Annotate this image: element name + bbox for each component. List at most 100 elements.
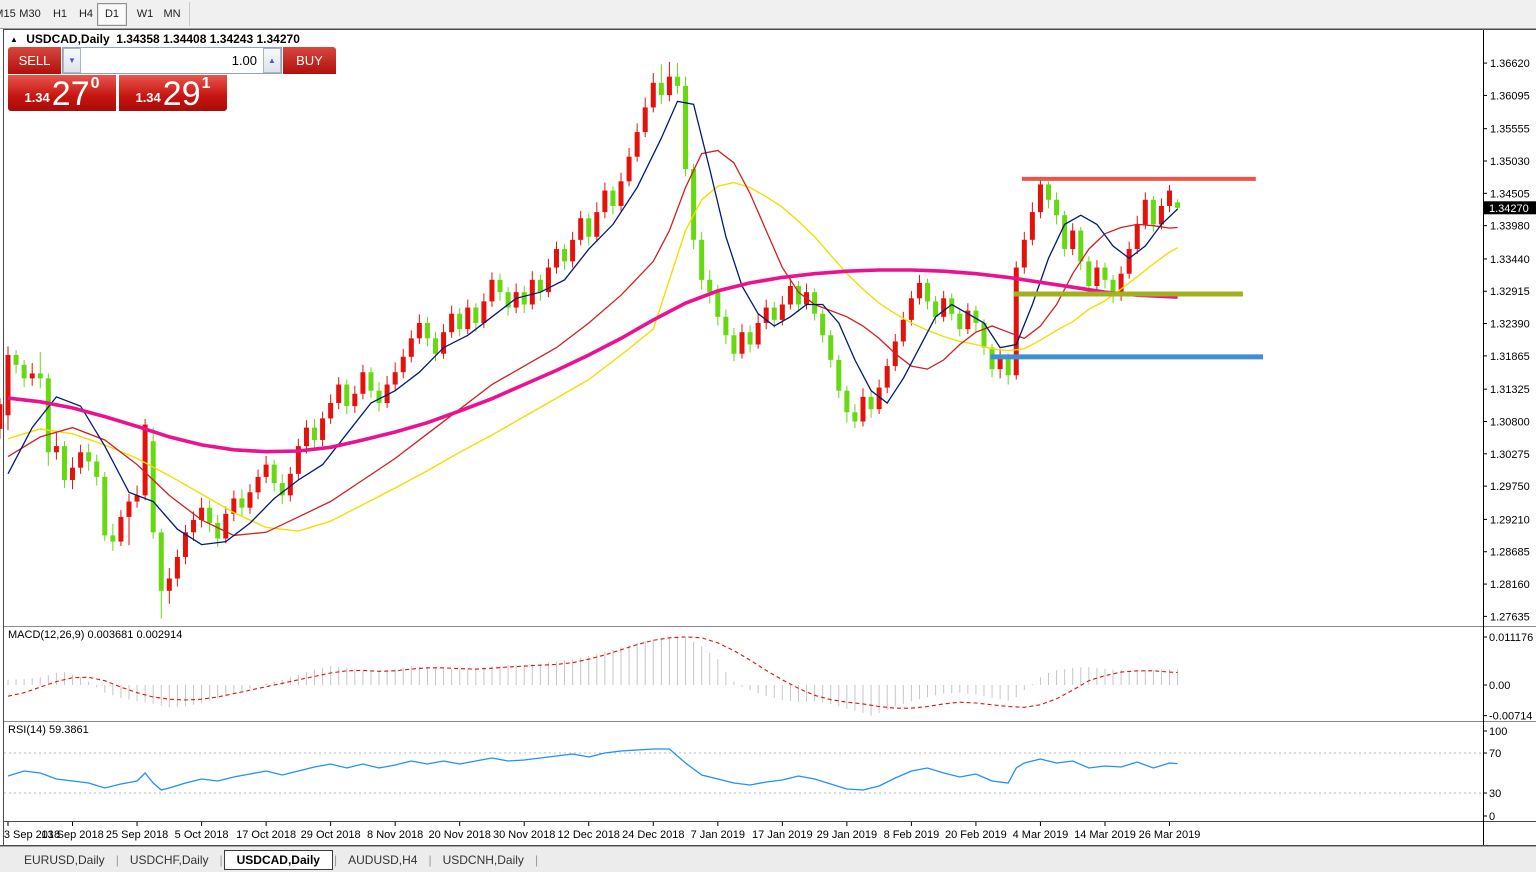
chart-tab-audusd-h4[interactable]: AUDUSD,H4 <box>348 852 418 867</box>
date-tick-label: 24 Dec 2018 <box>622 829 684 841</box>
chart-tabs-bar: EURUSD,Daily | USDCHF,Daily | USDCAD,Daily | A… <box>0 846 1536 872</box>
price-tick-label: 1.35555 <box>1490 124 1530 136</box>
price-tick-label: 1.30275 <box>1490 449 1530 461</box>
price-tick-label: 1.34505 <box>1490 188 1530 200</box>
macd-signal-value: 0.002914 <box>136 629 183 641</box>
macd-label: MACD(12,26,9) 0.003681 0.002914 <box>8 629 183 641</box>
buy-button[interactable]: BUY <box>283 47 336 74</box>
rsi-value: 59.3861 <box>48 724 89 736</box>
tab-separator: | <box>428 852 432 867</box>
rsi-indicator <box>4 748 1483 794</box>
date-tick-label: 20 Nov 2018 <box>429 829 491 841</box>
volume-input[interactable] <box>81 48 263 73</box>
moving-averages <box>7 100 1179 546</box>
svg-text:1.34270: 1.34270 <box>1489 203 1529 215</box>
date-tick-label: 26 Mar 2019 <box>1139 829 1201 841</box>
rsi-label: RSI(14) 59.3861 <box>8 724 89 736</box>
price-tick-label: 1.32915 <box>1490 286 1530 298</box>
date-tick-label: 29 Jan 2019 <box>817 829 878 841</box>
date-tick-label: 7 Jan 2019 <box>691 829 745 841</box>
indicator-axis[interactable]: 0.011176 0.00 -0.00714 100 70 30 0 <box>1483 632 1533 823</box>
price-tick-label: 1.31865 <box>1490 351 1530 363</box>
tab-separator: | <box>333 852 338 867</box>
svg-text:0.00: 0.00 <box>1489 680 1510 692</box>
date-tick-label: 25 Sep 2018 <box>106 829 168 841</box>
date-tick-label: 17 Oct 2018 <box>236 829 296 841</box>
price-tick-label: 1.27635 <box>1490 611 1530 623</box>
buy-price-button[interactable]: 1.34 29 1 <box>119 75 227 111</box>
chart-tab-usdcad-daily[interactable]: USDCAD,Daily <box>223 849 333 870</box>
sell-price-button[interactable]: 1.34 27 0 <box>8 75 116 111</box>
macd-main-value: 0.003681 <box>87 629 134 641</box>
date-tick-label: 30 Nov 2018 <box>493 829 555 841</box>
ohlc-close: 1.34270 <box>256 32 300 46</box>
one-click-trading-panel: SELL ▼ ▲ BUY 1.34 27 0 1.34 29 1 <box>8 47 336 111</box>
sell-price-big: 27 <box>51 75 90 113</box>
ohlc-low: 1.34243 <box>209 32 254 46</box>
price-tick-label: 1.28160 <box>1490 579 1530 591</box>
date-tick-label: 8 Nov 2018 <box>367 829 423 841</box>
current-price-tag: 1.34270 <box>1484 201 1536 215</box>
toolbar-separator <box>189 2 190 26</box>
svg-text:100: 100 <box>1489 726 1507 738</box>
sell-price-prefix: 1.34 <box>24 90 50 105</box>
buy-price-point: 1 <box>201 75 211 92</box>
price-tick-label: 1.32390 <box>1490 319 1530 331</box>
price-tick-label: 1.36095 <box>1490 90 1530 102</box>
sell-price-point: 0 <box>90 75 100 92</box>
date-tick-label: 20 Feb 2019 <box>945 829 1007 841</box>
timeframe-button-h1[interactable]: H1 <box>52 8 68 20</box>
price-tick-label: 1.36620 <box>1490 58 1530 70</box>
svg-text:70: 70 <box>1489 748 1501 760</box>
date-tick-label: 17 Jan 2019 <box>752 829 813 841</box>
timeframe-button-m30[interactable]: M30 <box>19 8 41 20</box>
timeframe-button-m15[interactable]: M15 <box>0 8 16 20</box>
volume-increase-button[interactable]: ▲ <box>263 48 281 73</box>
candlestick-series <box>0 61 1181 619</box>
sell-button[interactable]: SELL <box>8 47 61 74</box>
chart-symbol: USDCAD,Daily <box>26 32 110 46</box>
collapse-triangle-icon[interactable]: ▲ <box>10 35 18 44</box>
ohlc-high: 1.34408 <box>163 32 207 46</box>
date-tick-label: 3 Sep 2018 <box>4 829 60 841</box>
price-tick-label: 1.28685 <box>1490 547 1530 559</box>
ohlc-open: 1.34358 <box>116 32 160 46</box>
svg-text:0: 0 <box>1489 811 1495 823</box>
date-tick-label: 5 Oct 2018 <box>175 829 229 841</box>
price-tick-label: 1.29210 <box>1490 514 1530 526</box>
chart-tab-usdchf-daily[interactable]: USDCHF,Daily <box>129 852 209 867</box>
timeframe-button-h4[interactable]: H4 <box>78 8 94 20</box>
buy-price-big: 29 <box>162 75 201 113</box>
svg-text:0.011176: 0.011176 <box>1489 632 1533 644</box>
svg-text:30: 30 <box>1489 788 1501 800</box>
price-tick-label: 1.29750 <box>1490 481 1530 493</box>
chart-title: ▲ USDCAD,Daily 1.34358 1.34408 1.34243 1… <box>10 32 300 46</box>
timeframe-button-w1[interactable]: W1 <box>136 8 154 20</box>
volume-decrease-button[interactable]: ▼ <box>63 48 81 73</box>
date-tick-label: 8 Feb 2019 <box>884 829 940 841</box>
tab-separator: | <box>534 852 539 867</box>
date-tick-label: 29 Oct 2018 <box>301 829 361 841</box>
tab-separator: | <box>219 852 223 867</box>
date-tick-label: 13 Sep 2018 <box>41 829 103 841</box>
price-tick-label: 1.31325 <box>1490 384 1530 396</box>
date-tick-label: 12 Dec 2018 <box>558 829 620 841</box>
price-tick-label: 1.35030 <box>1490 156 1530 168</box>
volume-stepper: ▼ ▲ <box>62 47 282 74</box>
buy-price-prefix: 1.34 <box>135 90 161 105</box>
date-tick-label: 4 Mar 2019 <box>1013 829 1069 841</box>
chart-tab-eurusd-daily[interactable]: EURUSD,Daily <box>24 852 105 867</box>
price-tick-label: 1.33440 <box>1490 254 1530 266</box>
price-axis[interactable]: 1.36620 1.36095 1.35555 1.35030 1.34505 1.339… <box>1483 58 1530 623</box>
tab-separator: | <box>115 852 119 867</box>
svg-text:-0.00714: -0.00714 <box>1489 711 1532 723</box>
chart-window-frame <box>0 28 1536 846</box>
timeframe-button-d1[interactable]: D1 <box>97 3 127 26</box>
price-tick-label: 1.30800 <box>1490 416 1530 428</box>
timeframe-button-mn[interactable]: MN <box>163 8 181 20</box>
chart-tab-usdcnh-daily[interactable]: USDCNH,Daily <box>442 852 524 867</box>
date-tick-label: 14 Mar 2019 <box>1074 829 1136 841</box>
